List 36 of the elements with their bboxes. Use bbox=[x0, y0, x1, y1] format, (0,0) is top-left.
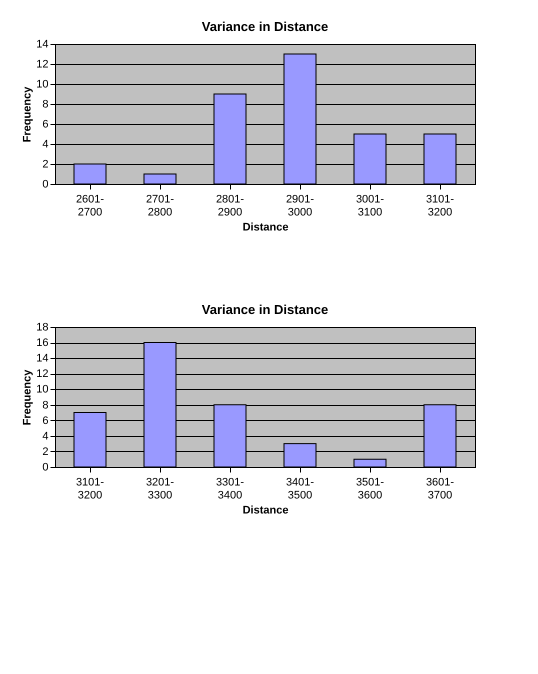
y-tick-label: 18 bbox=[36, 322, 48, 334]
y-tick-label: 0 bbox=[42, 178, 48, 190]
y-tick-label: 0 bbox=[42, 462, 48, 474]
x-tick-label: 3101-3200 bbox=[426, 194, 454, 218]
y-tick-label: 8 bbox=[42, 399, 48, 412]
chart-title: Variance in Distance bbox=[202, 19, 328, 34]
y-tick-label: 16 bbox=[36, 337, 48, 350]
x-tick-label: 2601-2700 bbox=[76, 194, 104, 218]
y-tick-label: 12 bbox=[36, 368, 48, 380]
y-tick-label: 10 bbox=[36, 384, 48, 396]
x-tick-label: 3001-3100 bbox=[356, 194, 384, 218]
y-tick-label: 2 bbox=[42, 158, 48, 170]
x-tick-label: 3201-3300 bbox=[146, 476, 174, 502]
y-tick-label: 14 bbox=[36, 38, 48, 50]
y-tick-label: 8 bbox=[42, 98, 48, 110]
x-tick-label: 3501-3600 bbox=[356, 476, 384, 502]
x-tick-label: 3601-3700 bbox=[426, 476, 454, 502]
y-tick-label: 4 bbox=[42, 138, 48, 150]
y-tick-label: 10 bbox=[36, 78, 48, 90]
chart-title: Variance in Distance bbox=[202, 302, 328, 317]
y-tick-label: 6 bbox=[42, 414, 48, 427]
y-tick-label: 12 bbox=[36, 58, 48, 70]
y-axis-title: Frequency bbox=[21, 368, 34, 426]
x-axis-title: Distance bbox=[242, 504, 288, 516]
x-tick-label: 2801-2900 bbox=[216, 194, 244, 218]
x-tick-label: 3101-3200 bbox=[76, 476, 104, 502]
x-tick-label: 2701-2800 bbox=[146, 194, 174, 218]
y-axis-title: Frequency bbox=[21, 86, 34, 142]
y-tick-label: 2 bbox=[42, 446, 48, 458]
x-tick-label: 2901-3000 bbox=[286, 194, 314, 218]
x-tick-label: 3301-3400 bbox=[216, 476, 244, 502]
x-tick-label: 3401-3500 bbox=[286, 476, 314, 502]
y-tick-label: 14 bbox=[36, 352, 48, 365]
y-tick-label: 4 bbox=[42, 430, 48, 442]
y-tick-label: 6 bbox=[42, 118, 48, 130]
x-axis-title: Distance bbox=[242, 222, 288, 234]
